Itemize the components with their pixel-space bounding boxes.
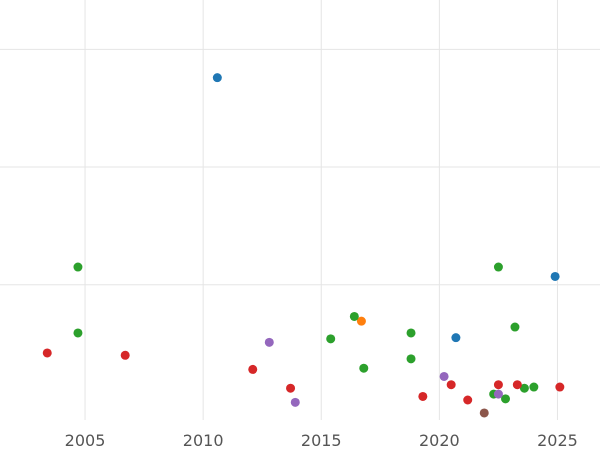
scatter-point (248, 364, 258, 374)
scatter-point (479, 408, 489, 418)
scatter-point (326, 334, 336, 344)
scatter-point (446, 380, 456, 390)
scatter-point (42, 348, 52, 358)
scatter-point (493, 262, 503, 272)
scatter-point (73, 328, 83, 338)
scatter-point (286, 383, 296, 393)
scatter-point (529, 382, 539, 392)
scatter-point (212, 73, 222, 83)
scatter-point (493, 380, 503, 390)
scatter-point (406, 328, 416, 338)
scatter-point (493, 389, 503, 399)
scatter-point (290, 397, 300, 407)
scatter-point (349, 311, 359, 321)
x-tick-label: 2005 (65, 431, 106, 450)
scatter-point (356, 316, 366, 326)
x-tick-label: 2010 (183, 431, 224, 450)
scatter-point (501, 394, 511, 404)
scatter-point (512, 380, 522, 390)
scatter-point (555, 382, 565, 392)
x-tick-label: 2025 (537, 431, 578, 450)
scatter-point (264, 337, 274, 347)
scatter-point (418, 391, 428, 401)
scatter-point (510, 322, 520, 332)
x-tick-label: 2020 (419, 431, 460, 450)
scatter-point (439, 371, 449, 381)
scatter-point (451, 333, 461, 343)
scatter-point (463, 395, 473, 405)
scatter-point (550, 271, 560, 281)
points-layer (42, 73, 565, 418)
scatter-point (73, 262, 83, 272)
scatter-point (406, 354, 416, 364)
x-tick-label: 2015 (301, 431, 342, 450)
scatter-point (120, 350, 130, 360)
scatter-point (359, 363, 369, 373)
grid-layer (0, 0, 600, 420)
scatter-point (519, 383, 529, 393)
x-tick-labels: 2005 2010 2015 2020 2025 (65, 431, 578, 450)
